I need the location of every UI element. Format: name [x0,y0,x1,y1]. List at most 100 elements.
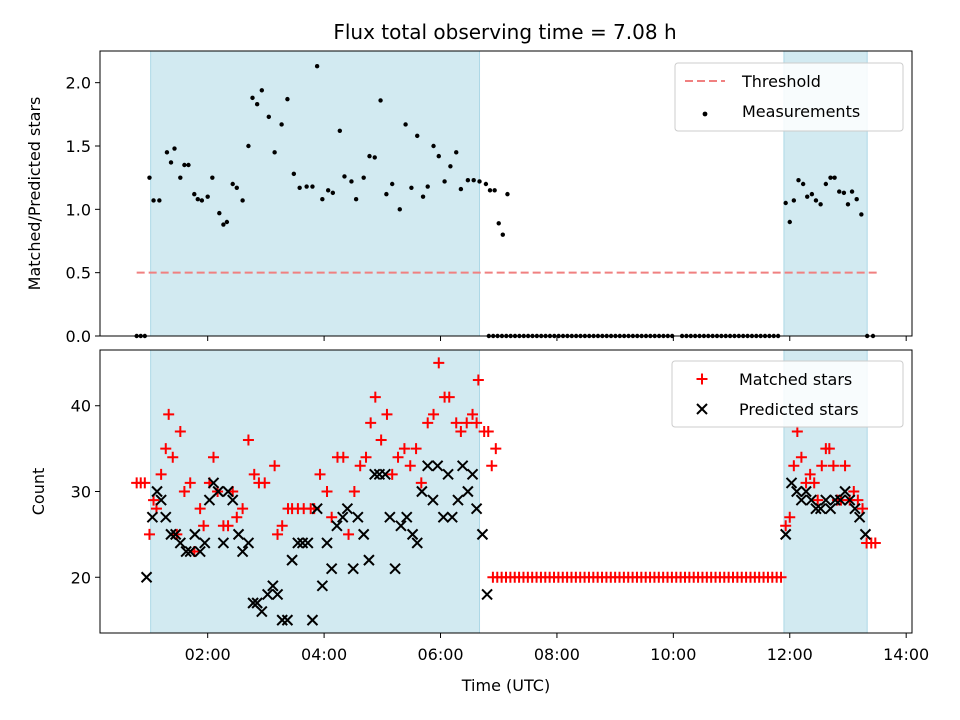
measurement-point [310,184,315,189]
predicted-star-marker [406,528,419,541]
predicted-star-marker [316,580,329,592]
predicted-star-marker [247,597,259,609]
matched-star-marker [178,486,190,497]
predicted-star-marker [422,460,434,472]
measurement-point [272,150,277,155]
measurement-point [832,175,837,180]
x-axis-label: Time (UTC) [461,676,550,695]
measurement-point [246,143,251,149]
matched-star-marker [337,451,349,463]
matched-star-marker [450,417,462,429]
measurement-point [205,194,210,199]
measurement-point [157,198,162,203]
predicted-star-marker [281,614,294,626]
measurement-point [250,95,255,101]
predicted-star-marker [292,537,304,549]
measurement-point [483,181,489,187]
matched-star-marker [461,417,473,429]
figure-title: Flux total observing time = 7.08 h [333,20,676,44]
predicted-star-marker [384,511,396,523]
matched-star-marker [404,460,416,472]
x-tick-label: 02:00 [185,645,231,664]
predicted-star-marker [212,485,224,498]
predicted-star-marker [306,614,319,626]
predicted-star-marker [203,494,216,506]
predicted-star-marker [276,614,288,626]
predicted-star-marker [302,537,314,549]
matched-star-marker [184,477,196,489]
matched-star-marker [780,520,792,532]
measurement-point [147,175,152,180]
measurement-point [337,128,343,133]
predicted-star-marker [321,537,333,549]
measurement-point [813,198,819,203]
measurement-point [279,122,284,127]
predicted-star-marker [184,545,196,558]
matched-star-marker [208,451,220,463]
predicted-star-marker [446,511,458,523]
predicted-star-marker [194,545,206,558]
predicted-star-marker [416,485,428,498]
y-tick-label-bottom: 20 [71,568,91,587]
measurement-point [845,202,851,207]
matched-star-marker [148,494,160,506]
matched-star-marker [222,520,234,532]
measurement-point [221,222,226,227]
matched-star-marker [788,460,800,472]
matched-star-marker [812,494,824,506]
measurement-point [791,198,797,203]
predicted-star-marker [337,511,349,523]
y-tick-label-top: 0.5 [66,264,91,283]
predicted-star-marker [165,528,177,541]
measurement-point [178,175,183,180]
measurement-point [403,122,408,127]
legend-label: Threshold [741,72,821,91]
matched-star-marker [326,511,338,523]
measurement-point [361,175,366,180]
y-tick-label-top: 1.0 [66,200,91,219]
matched-star-marker [808,477,820,489]
matched-star-marker [348,486,360,497]
measurement-point [304,184,309,189]
predicted-star-marker [437,511,450,523]
measurement-point [409,185,414,190]
matched-star-marker [398,443,410,455]
predicted-star-marker [462,485,474,498]
predicted-star-marker [456,460,469,472]
legend-entry: Threshold [685,72,821,91]
matched-star-marker [795,451,807,463]
predicted-star-marker [476,528,489,541]
y-axis-ticks-top: 0.0 0.5 1.0 1.5 2.0 [66,74,100,346]
measurement-point [471,178,476,183]
matched-star-marker [276,520,288,532]
legend-bottom: Matched stars Predicted stars [671,360,904,428]
predicted-star-marker [174,537,187,549]
measurement-point [330,190,336,196]
predicted-star-marker [389,562,401,575]
measurement-point [384,191,389,197]
measurement-point [854,197,859,202]
measurement-point [182,162,187,168]
measurement-point [458,186,464,192]
measurement-point [259,88,265,93]
matched-star-marker [482,425,494,437]
legend-label: Predicted stars [739,400,859,419]
predicted-star-marker [470,502,483,515]
matched-star-marker [381,408,393,420]
measurement-point [164,150,170,155]
measurement-point [230,181,235,187]
matched-star-marker [433,357,445,369]
predicted-star-marker [222,485,234,498]
predicted-star-marker [261,588,274,601]
predicted-star-marker [151,485,163,498]
measurement-point [787,219,792,225]
x-tick-label: 10:00 [650,645,696,664]
predicted-star-marker [834,494,847,506]
measurement-point [492,188,497,193]
predicted-star-marker [271,588,284,601]
predicted-star-marker [169,528,182,541]
count-points [131,357,881,626]
matched-star-marker [143,528,155,540]
measurement-point [342,174,347,179]
